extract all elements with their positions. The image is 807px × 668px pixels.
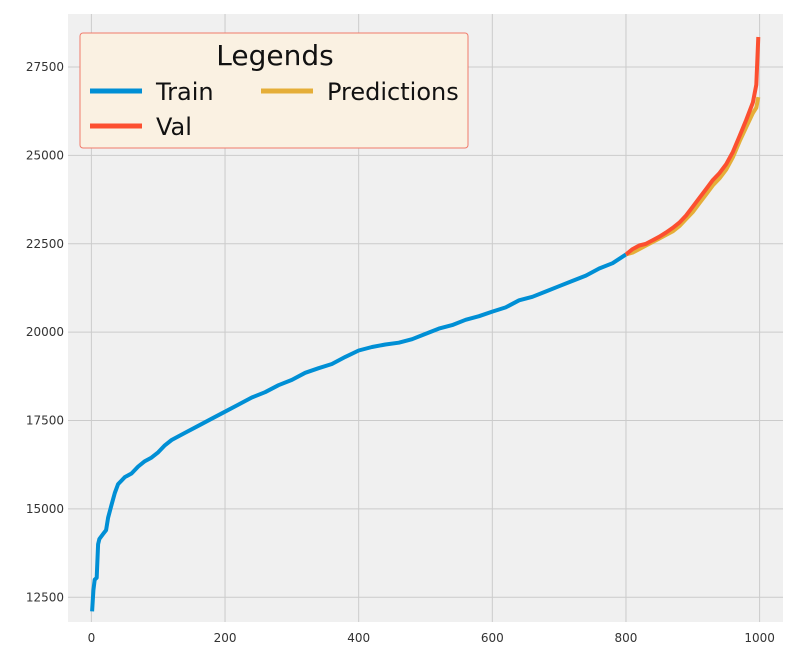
series-line-train: [90, 252, 628, 612]
y-tick-label: 20000: [26, 325, 64, 339]
y-tick-label: 22500: [26, 237, 64, 251]
series-line-val: [624, 36, 761, 256]
legend-label-predictions: Predictions: [327, 78, 459, 106]
legend-title: Legends: [216, 39, 333, 72]
x-tick-label: 1000: [744, 631, 775, 645]
legend-label-train: Train: [155, 78, 214, 106]
y-tick-label: 27500: [26, 60, 64, 74]
legend-items: Train Val Predictions: [90, 78, 459, 141]
x-tick-label: 400: [347, 631, 370, 645]
y-tick-label: 15000: [26, 502, 64, 516]
y-tick-label: 12500: [26, 590, 64, 604]
x-tick-label: 800: [615, 631, 638, 645]
series-layer: [90, 36, 761, 612]
x-tick-label: 0: [88, 631, 96, 645]
y-tick-label: 25000: [26, 148, 64, 162]
x-tick-label: 200: [214, 631, 237, 645]
legend: Legends Train Val Predictions: [79, 32, 469, 149]
y-tick-label: 17500: [26, 414, 64, 428]
legend-label-val: Val: [156, 113, 192, 141]
x-tick-label: 600: [481, 631, 504, 645]
tick-labels: 0 200 400 600 800 1000 12500 15000 17500 20000 225…: [26, 60, 775, 645]
